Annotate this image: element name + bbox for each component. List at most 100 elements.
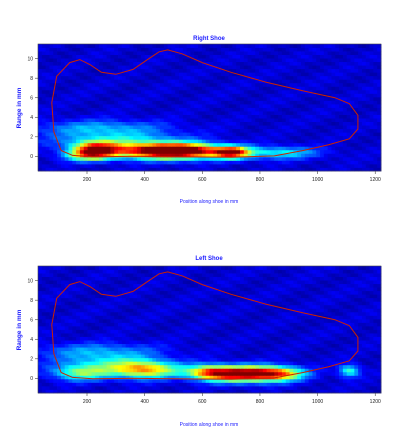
heatmap-cell	[239, 364, 245, 369]
heatmap-cell	[87, 333, 92, 337]
heatmap-cell	[220, 153, 226, 158]
heatmap-cell	[49, 132, 54, 137]
heatmap-cell	[179, 149, 184, 154]
heatmap-cell	[308, 89, 313, 94]
heatmap-cell	[220, 75, 226, 80]
heatmap-cell	[239, 58, 245, 63]
heatmap-cell	[354, 103, 359, 108]
heatmap-cell	[175, 167, 180, 172]
heatmap-cell	[255, 107, 260, 112]
heatmap-cell	[281, 135, 287, 140]
heatmap-cell	[186, 65, 191, 70]
heatmap-cell	[114, 79, 119, 84]
heatmap-cell	[95, 118, 100, 123]
heatmap-cell	[118, 364, 123, 369]
heatmap-cell	[293, 378, 298, 383]
heatmap-cell	[156, 368, 161, 373]
heatmap-cell	[346, 368, 351, 373]
heatmap-cell	[236, 58, 241, 63]
heatmap-cell	[179, 72, 184, 77]
heatmap-cell	[68, 107, 73, 112]
heatmap-cell	[312, 325, 317, 330]
heatmap-cell	[175, 329, 180, 334]
heatmap-cell	[38, 51, 43, 55]
y-tick-label: 2	[30, 135, 33, 141]
heatmap-cell	[118, 167, 123, 172]
heatmap-cell	[320, 325, 325, 330]
heatmap-cell	[217, 68, 222, 73]
heatmap-cell	[236, 65, 241, 70]
heatmap-cell	[102, 89, 107, 94]
heatmap-cell	[377, 72, 382, 77]
heatmap-cell	[323, 121, 329, 126]
heatmap-cell	[110, 368, 115, 373]
heatmap-cell	[228, 44, 233, 48]
heatmap-cell	[281, 167, 287, 172]
heatmap-cell	[266, 125, 271, 130]
heatmap-cell	[106, 371, 111, 376]
heatmap-cell	[320, 153, 325, 158]
heatmap-cell	[68, 135, 73, 140]
heatmap-cell	[144, 82, 149, 87]
heatmap-cell	[95, 153, 100, 158]
heatmap-cell	[133, 139, 138, 144]
heatmap-cell	[243, 72, 249, 77]
heatmap-cell	[159, 389, 165, 394]
heatmap-cell	[98, 82, 104, 87]
heatmap-cell	[255, 51, 260, 55]
heatmap-cell	[171, 163, 176, 168]
heatmap-cell	[278, 364, 283, 369]
heatmap-cell	[262, 368, 268, 373]
heatmap-cell	[350, 135, 355, 140]
heatmap-cell	[64, 329, 69, 334]
heatmap-cell	[217, 61, 222, 66]
heatmap-cell	[339, 149, 344, 154]
heatmap-cell	[365, 160, 370, 165]
heatmap-cell	[217, 368, 222, 373]
heatmap-cell	[87, 153, 92, 158]
heatmap-cell	[262, 75, 268, 80]
heatmap-cell	[60, 54, 66, 59]
heatmap-cell	[323, 343, 329, 348]
heatmap-cell	[361, 149, 367, 154]
heatmap-cell	[342, 382, 348, 387]
heatmap-cell	[64, 364, 69, 369]
heatmap-cell	[213, 364, 218, 369]
heatmap-cell	[133, 54, 138, 59]
heatmap-cell	[76, 333, 81, 337]
heatmap-cell	[331, 371, 336, 376]
heatmap-cell	[205, 132, 210, 137]
heatmap-cell	[243, 156, 249, 161]
heatmap-cell	[297, 385, 302, 390]
heatmap-cell	[278, 68, 283, 73]
heatmap-cell	[369, 167, 374, 172]
heatmap-cell	[179, 47, 184, 52]
heatmap-cell	[259, 167, 264, 172]
heatmap-cell	[289, 368, 294, 373]
heatmap-cell	[251, 333, 256, 337]
heatmap-cell	[125, 65, 130, 70]
heatmap-cell	[293, 382, 298, 387]
heatmap-cell	[129, 149, 134, 154]
heatmap-cell	[373, 163, 378, 168]
heatmap-cell	[171, 47, 176, 52]
heatmap-cell	[285, 118, 290, 123]
heatmap-cell	[220, 361, 226, 366]
heatmap-cell	[87, 54, 92, 59]
heatmap-cell	[342, 82, 348, 87]
heatmap-cell	[57, 68, 62, 73]
heatmap-cell	[354, 153, 359, 158]
heatmap-cell	[156, 58, 161, 63]
heatmap-cell	[102, 371, 107, 376]
heatmap-cell	[45, 322, 50, 327]
heatmap-cell	[259, 103, 264, 108]
heatmap-cell	[45, 364, 50, 369]
heatmap-cell	[83, 163, 88, 168]
heatmap-cell	[346, 75, 351, 80]
heatmap-cell	[133, 121, 138, 126]
heatmap-cell	[198, 100, 203, 105]
heatmap-cell	[152, 47, 157, 52]
heatmap-cell	[110, 167, 115, 172]
heatmap-cell	[289, 378, 294, 383]
heatmap-cell	[373, 114, 378, 119]
